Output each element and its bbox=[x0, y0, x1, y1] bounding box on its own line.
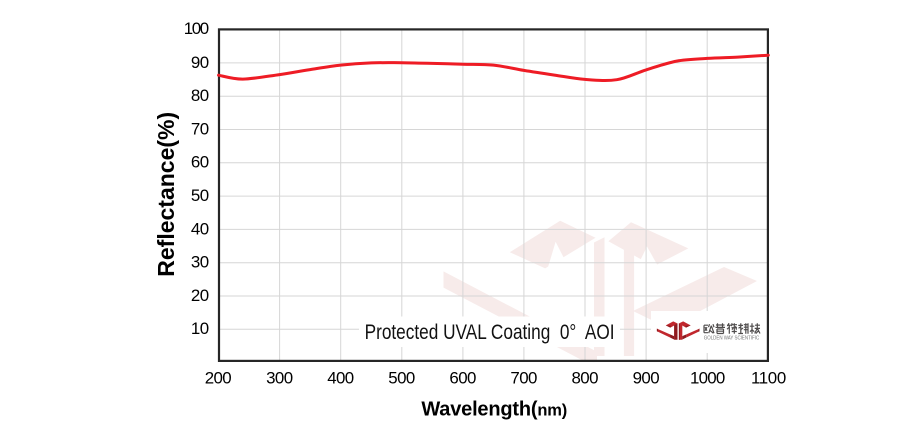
svg-text:700: 700 bbox=[510, 368, 537, 387]
svg-text:10: 10 bbox=[191, 319, 209, 338]
svg-text:20: 20 bbox=[191, 286, 209, 305]
svg-text:500: 500 bbox=[388, 368, 415, 387]
svg-text:900: 900 bbox=[633, 368, 660, 387]
svg-text:Protected UVAL Coating 0° AO: Protected UVAL Coating 0° AOI bbox=[365, 320, 615, 344]
svg-text:Reflectance(%): Reflectance(%) bbox=[153, 112, 179, 277]
svg-text:100: 100 bbox=[184, 19, 210, 38]
svg-text:600: 600 bbox=[449, 368, 476, 387]
svg-text:800: 800 bbox=[572, 368, 599, 387]
svg-text:40: 40 bbox=[191, 219, 209, 238]
svg-text:1000: 1000 bbox=[690, 368, 725, 387]
svg-text:60: 60 bbox=[191, 153, 209, 172]
svg-text:GOLDEN WAY SCIENTIFIC: GOLDEN WAY SCIENTIFIC bbox=[704, 336, 760, 342]
svg-text:Wavelength(nm): Wavelength(nm) bbox=[421, 399, 567, 421]
svg-text:90: 90 bbox=[191, 53, 209, 72]
svg-text:200: 200 bbox=[205, 368, 232, 387]
svg-text:80: 80 bbox=[191, 86, 209, 105]
svg-text:30: 30 bbox=[191, 253, 209, 272]
svg-text:300: 300 bbox=[266, 368, 293, 387]
svg-text:400: 400 bbox=[327, 368, 354, 387]
svg-text:70: 70 bbox=[191, 119, 209, 138]
svg-text:1100: 1100 bbox=[751, 368, 786, 387]
svg-text:50: 50 bbox=[191, 186, 209, 205]
